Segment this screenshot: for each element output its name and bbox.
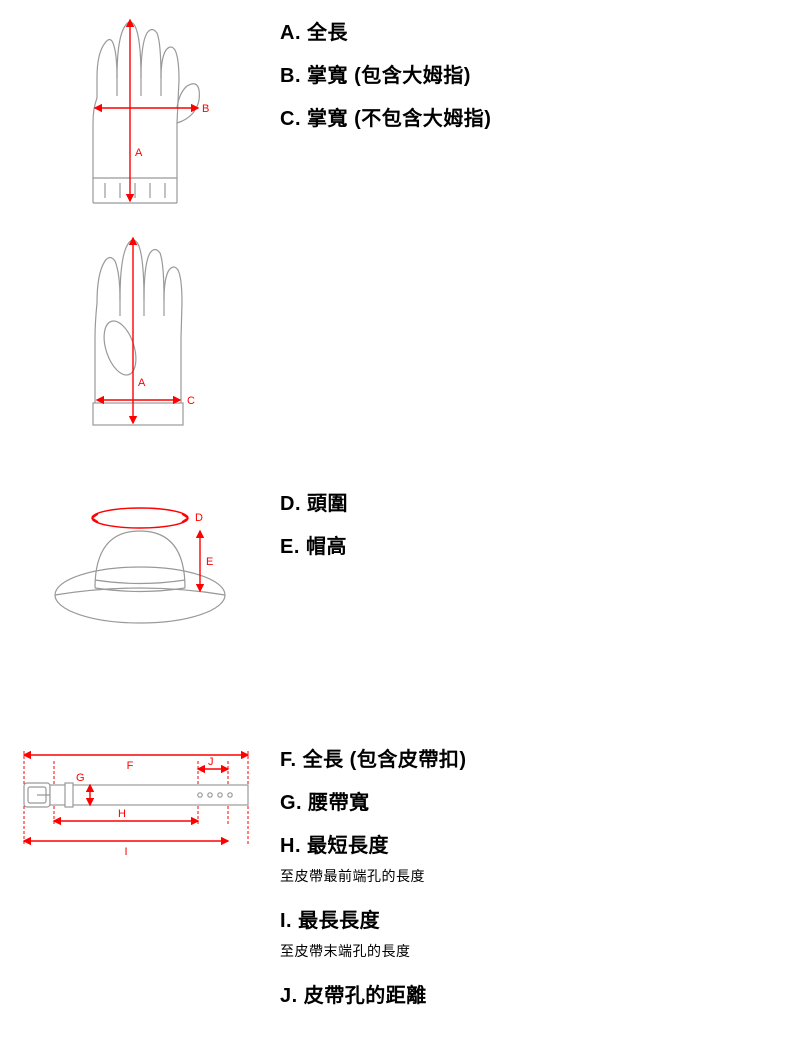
belt-svg: F J G [10,743,270,863]
legend-F: F. 全長 (包含皮帶扣) [280,743,790,772]
legend-D: D. 頭圍 [280,487,790,516]
belt-diagram: F J G [0,743,280,863]
legend-G: G. 腰帶寬 [280,786,790,815]
legend-I: I. 最長長度 [280,904,790,933]
legend-I-sub: 至皮帶末端孔的長度 [280,941,790,961]
glove1-label-B: B [202,103,209,115]
legend-H-sub: 至皮帶最前端孔的長度 [280,866,790,886]
hat-diagram: D E [0,483,280,653]
glove-legend: A. 全長 B. 掌寬 (包含大姆指) C. 掌寬 (不包含大姆指) [280,8,790,145]
hat-label-E: E [206,556,213,568]
glove-diagrams: A B [0,8,280,438]
belt-legend: F. 全長 (包含皮帶扣) G. 腰帶寬 H. 最短長度 至皮帶最前端孔的長度 … [280,743,790,1022]
hat-svg: D E [40,483,240,653]
glove1-label-A: A [135,147,143,159]
glove2-label-C: C [187,395,195,407]
legend-H: H. 最短長度 [280,829,790,858]
belt-label-J: J [208,756,214,768]
belt-label-F: F [127,760,134,772]
legend-J: J. 皮帶孔的距離 [280,979,790,1008]
legend-A: A. 全長 [280,16,790,45]
legend-E: E. 帽高 [280,530,790,559]
glove1-svg: A B [65,8,215,218]
belt-label-G: G [76,772,85,784]
legend-C: C. 掌寬 (不包含大姆指) [280,102,790,131]
hat-label-D: D [195,512,203,524]
belt-label-I: I [124,846,127,858]
legend-B: B. 掌寬 (包含大姆指) [280,59,790,88]
glove2-label-A: A [138,377,146,389]
belt-label-H: H [118,808,126,820]
glove2-svg: A C [65,228,215,438]
hat-legend: D. 頭圍 E. 帽高 [280,483,790,573]
